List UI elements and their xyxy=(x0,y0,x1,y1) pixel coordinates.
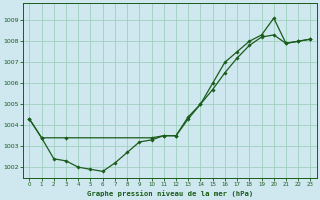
X-axis label: Graphe pression niveau de la mer (hPa): Graphe pression niveau de la mer (hPa) xyxy=(87,190,253,197)
